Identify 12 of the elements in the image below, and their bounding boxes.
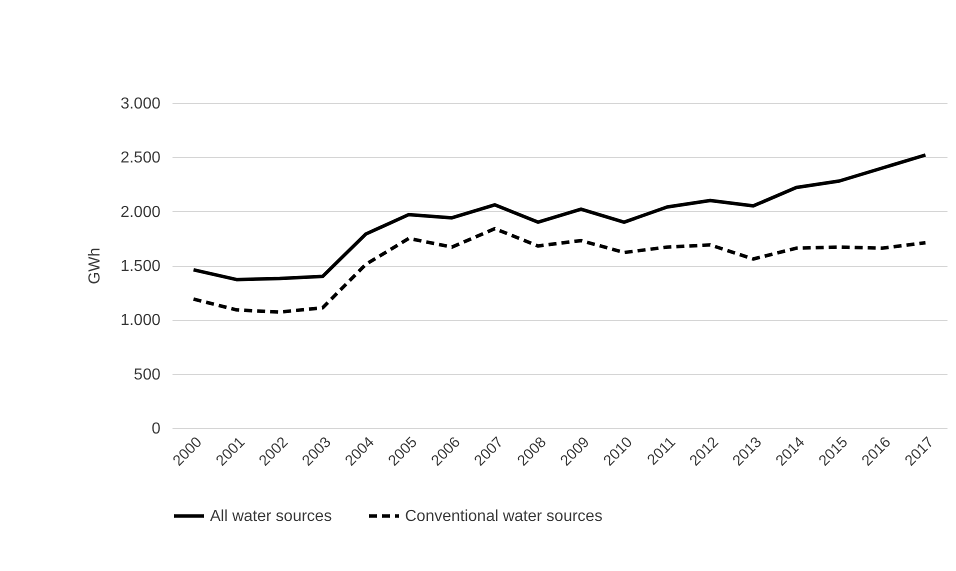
y-tick-label: 2.500 [120,150,161,167]
y-tick-label: 1.000 [120,312,161,330]
y-tick-label: 0 [152,420,161,438]
y-axis-title: GWh [86,248,104,284]
legend-label: Conventional water sources [405,508,602,525]
y-tick-label: 1.500 [120,258,161,275]
legend-label: All water sources [210,508,332,525]
y-tick-label: 3.000 [120,96,161,112]
line-series [192,153,928,282]
y-tick-label: 2.000 [120,204,161,221]
line-series [192,226,928,314]
y-tick-label: 500 [134,366,161,384]
